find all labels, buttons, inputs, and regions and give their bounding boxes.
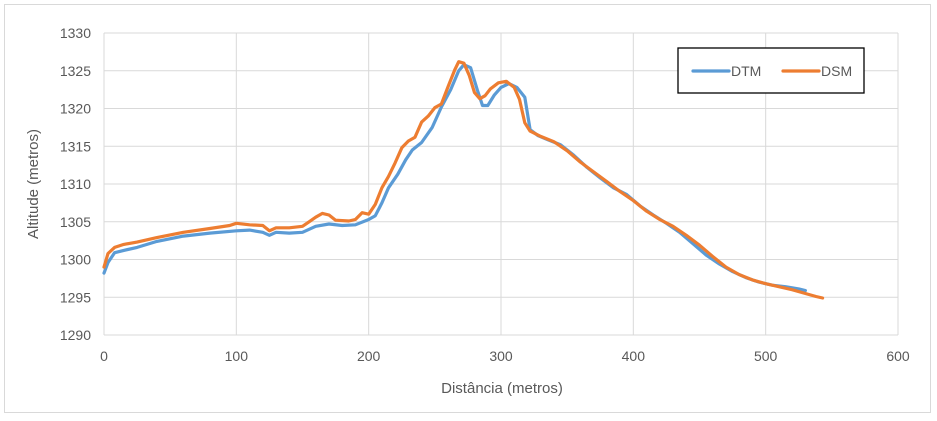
- x-tick-label: 200: [357, 348, 381, 364]
- gridlines: [103, 32, 899, 336]
- series-line-dtm: [102, 63, 807, 293]
- y-tick-label: 1290: [60, 327, 91, 343]
- y-tick-label: 1310: [60, 176, 91, 192]
- legend-label-dsm: DSM: [821, 63, 852, 79]
- x-tick-label: 100: [225, 348, 249, 364]
- series-lines: [102, 60, 825, 300]
- y-tick-label: 1300: [60, 252, 91, 268]
- legend: DTM DSM: [677, 47, 865, 94]
- chart-frame: 1290 1295 1300 1305 1310 1315 1320 1325 1330 0 10…: [4, 4, 931, 413]
- y-tick-label: 1325: [60, 63, 91, 79]
- legend-label-dtm: DTM: [731, 63, 761, 79]
- x-tick-label: 300: [489, 348, 513, 364]
- y-tick-label: 1320: [60, 101, 91, 117]
- x-tick-label: 400: [622, 348, 646, 364]
- y-axis-ticks: 1290 1295 1300 1305 1310 1315 1320 1325 1330: [60, 25, 91, 343]
- line-chart: 1290 1295 1300 1305 1310 1315 1320 1325 1330 0 10…: [25, 25, 910, 397]
- x-axis-label: Distância (metros): [441, 380, 563, 397]
- x-tick-label: 600: [886, 348, 910, 364]
- y-axis-label: Altitude (metros): [25, 129, 42, 239]
- y-tick-label: 1315: [60, 138, 91, 154]
- x-tick-label: 0: [100, 348, 108, 364]
- x-tick-label: 500: [754, 348, 778, 364]
- series-line-dsm: [102, 60, 825, 300]
- x-axis-ticks: 0 100 200 300 400 500 600: [100, 348, 910, 364]
- y-tick-label: 1305: [60, 214, 91, 230]
- y-tick-label: 1295: [60, 289, 91, 305]
- y-tick-label: 1330: [60, 25, 91, 41]
